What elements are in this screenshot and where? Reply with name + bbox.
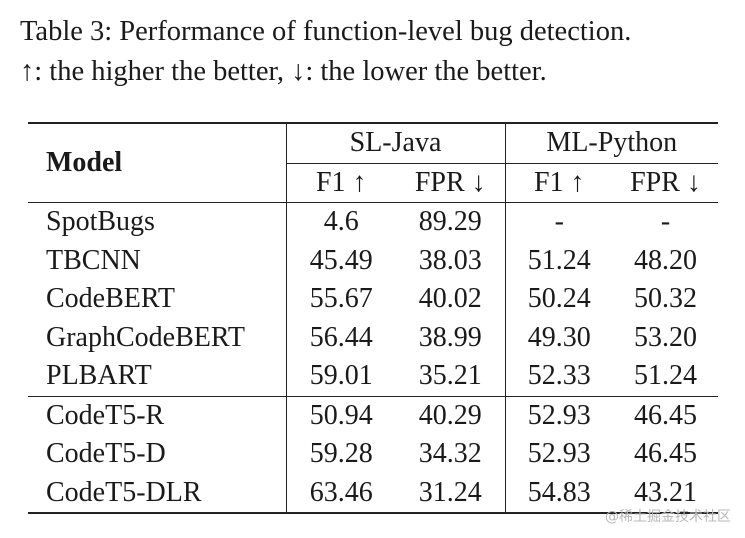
model-name: CodeBERT xyxy=(46,283,175,315)
table-row: PLBART 59.01 35.21 52.33 51.24 xyxy=(28,357,718,396)
sl-java-fpr-value: 38.99 xyxy=(418,321,482,353)
sl-java-fpr-value: 31.24 xyxy=(396,473,506,514)
model-name: CodeT5-R xyxy=(28,395,286,435)
sl-java-f1-value: 45.49 xyxy=(285,241,396,280)
ml-python-fpr-value: 53.20 xyxy=(634,321,698,353)
caption-line-2: ↑: the higher the better, ↓: the lower t… xyxy=(20,56,547,87)
ml-python-fpr-value: 51.24 xyxy=(634,360,698,392)
model-name: CodeT5-DLR xyxy=(28,473,286,514)
ml-python-fpr-value: - xyxy=(613,202,719,242)
metric-header-ml-python-f1: F1 ↑ xyxy=(504,163,614,203)
ml-python-fpr-value: 50.32 xyxy=(634,283,698,315)
model-name: PLBART xyxy=(46,360,152,392)
ml-python-f1-value: 52.93 xyxy=(504,435,614,474)
sl-java-fpr-value: 38.03 xyxy=(418,244,482,276)
model-name: GraphCodeBERT xyxy=(46,321,245,353)
table-row: CodeT5-D 59.28 34.32 52.93 46.45 xyxy=(28,435,718,474)
sl-java-f1-value: 50.94 xyxy=(285,395,396,435)
table-row: CodeT5-DLR 63.46 31.24 54.83 43.21 xyxy=(28,473,719,514)
table-row: GraphCodeBERT 56.44 38.99 49.30 53.20 xyxy=(28,318,718,357)
sl-java-fpr-value: 40.29 xyxy=(396,395,506,435)
results-table: Model SL-Java ML-Python F1 ↑ FPR ↓ F1 ↑ … xyxy=(28,122,719,514)
sl-java-f1-value: 55.67 xyxy=(285,280,396,319)
group-header-ml-python: ML-Python xyxy=(504,122,719,164)
ml-python-f1-value: 50.24 xyxy=(504,280,614,319)
metric-header-sl-java-fpr: FPR ↓ xyxy=(414,166,486,198)
ml-python-fpr-value: 48.20 xyxy=(634,244,698,276)
ml-python-fpr-value: 46.45 xyxy=(634,438,698,470)
model-column-header: Model xyxy=(28,122,286,203)
table-row: CodeBERT 55.67 40.02 50.24 50.32 xyxy=(28,280,718,319)
metric-header-ml-python-fpr: FPR ↓ xyxy=(630,166,701,198)
sl-java-f1-value: 63.46 xyxy=(285,473,396,514)
ml-python-f1-value: 52.93 xyxy=(504,395,614,435)
sl-java-f1-value: 59.28 xyxy=(285,435,396,474)
model-name: CodeT5-D xyxy=(46,438,166,470)
table-caption: Table 3: Performance of function-level b… xyxy=(20,12,735,92)
caption-line-1: Table 3: Performance of function-level b… xyxy=(20,16,632,47)
group-header-row: Model SL-Java ML-Python xyxy=(28,122,719,203)
sl-java-fpr-value: 35.21 xyxy=(418,360,482,392)
ml-python-f1-value: 54.83 xyxy=(504,473,614,514)
ml-python-f1-value: - xyxy=(504,202,614,242)
sl-java-f1-value: 59.01 xyxy=(285,357,396,396)
group-header-sl-java: SL-Java xyxy=(285,122,506,164)
ml-python-f1-value: 51.24 xyxy=(504,241,614,280)
ml-python-f1-value: 52.33 xyxy=(504,357,614,396)
metric-header-sl-java-f1: F1 ↑ xyxy=(285,163,396,203)
ml-python-fpr-value: 43.21 xyxy=(613,473,719,514)
sl-java-fpr-value: 40.02 xyxy=(418,283,482,315)
watermark: @稀土掘金技术社区 xyxy=(605,509,731,525)
ml-python-f1-value: 49.30 xyxy=(504,318,614,357)
sl-java-fpr-value: 89.29 xyxy=(396,202,506,242)
sl-java-f1-value: 4.6 xyxy=(285,202,396,242)
model-name: TBCNN xyxy=(46,244,141,276)
table-row: SpotBugs 4.6 89.29 - - xyxy=(28,202,719,242)
metric-header-row: F1 ↑ FPR ↓ F1 ↑ FPR ↓ xyxy=(28,163,718,203)
sl-java-f1-value: 56.44 xyxy=(285,318,396,357)
ml-python-fpr-value: 46.45 xyxy=(613,395,719,435)
model-name: SpotBugs xyxy=(28,202,286,242)
table-row: CodeT5-R 50.94 40.29 52.93 46.45 xyxy=(28,395,719,435)
table-row: TBCNN 45.49 38.03 51.24 48.20 xyxy=(28,241,718,280)
sl-java-fpr-value: 34.32 xyxy=(418,438,482,470)
